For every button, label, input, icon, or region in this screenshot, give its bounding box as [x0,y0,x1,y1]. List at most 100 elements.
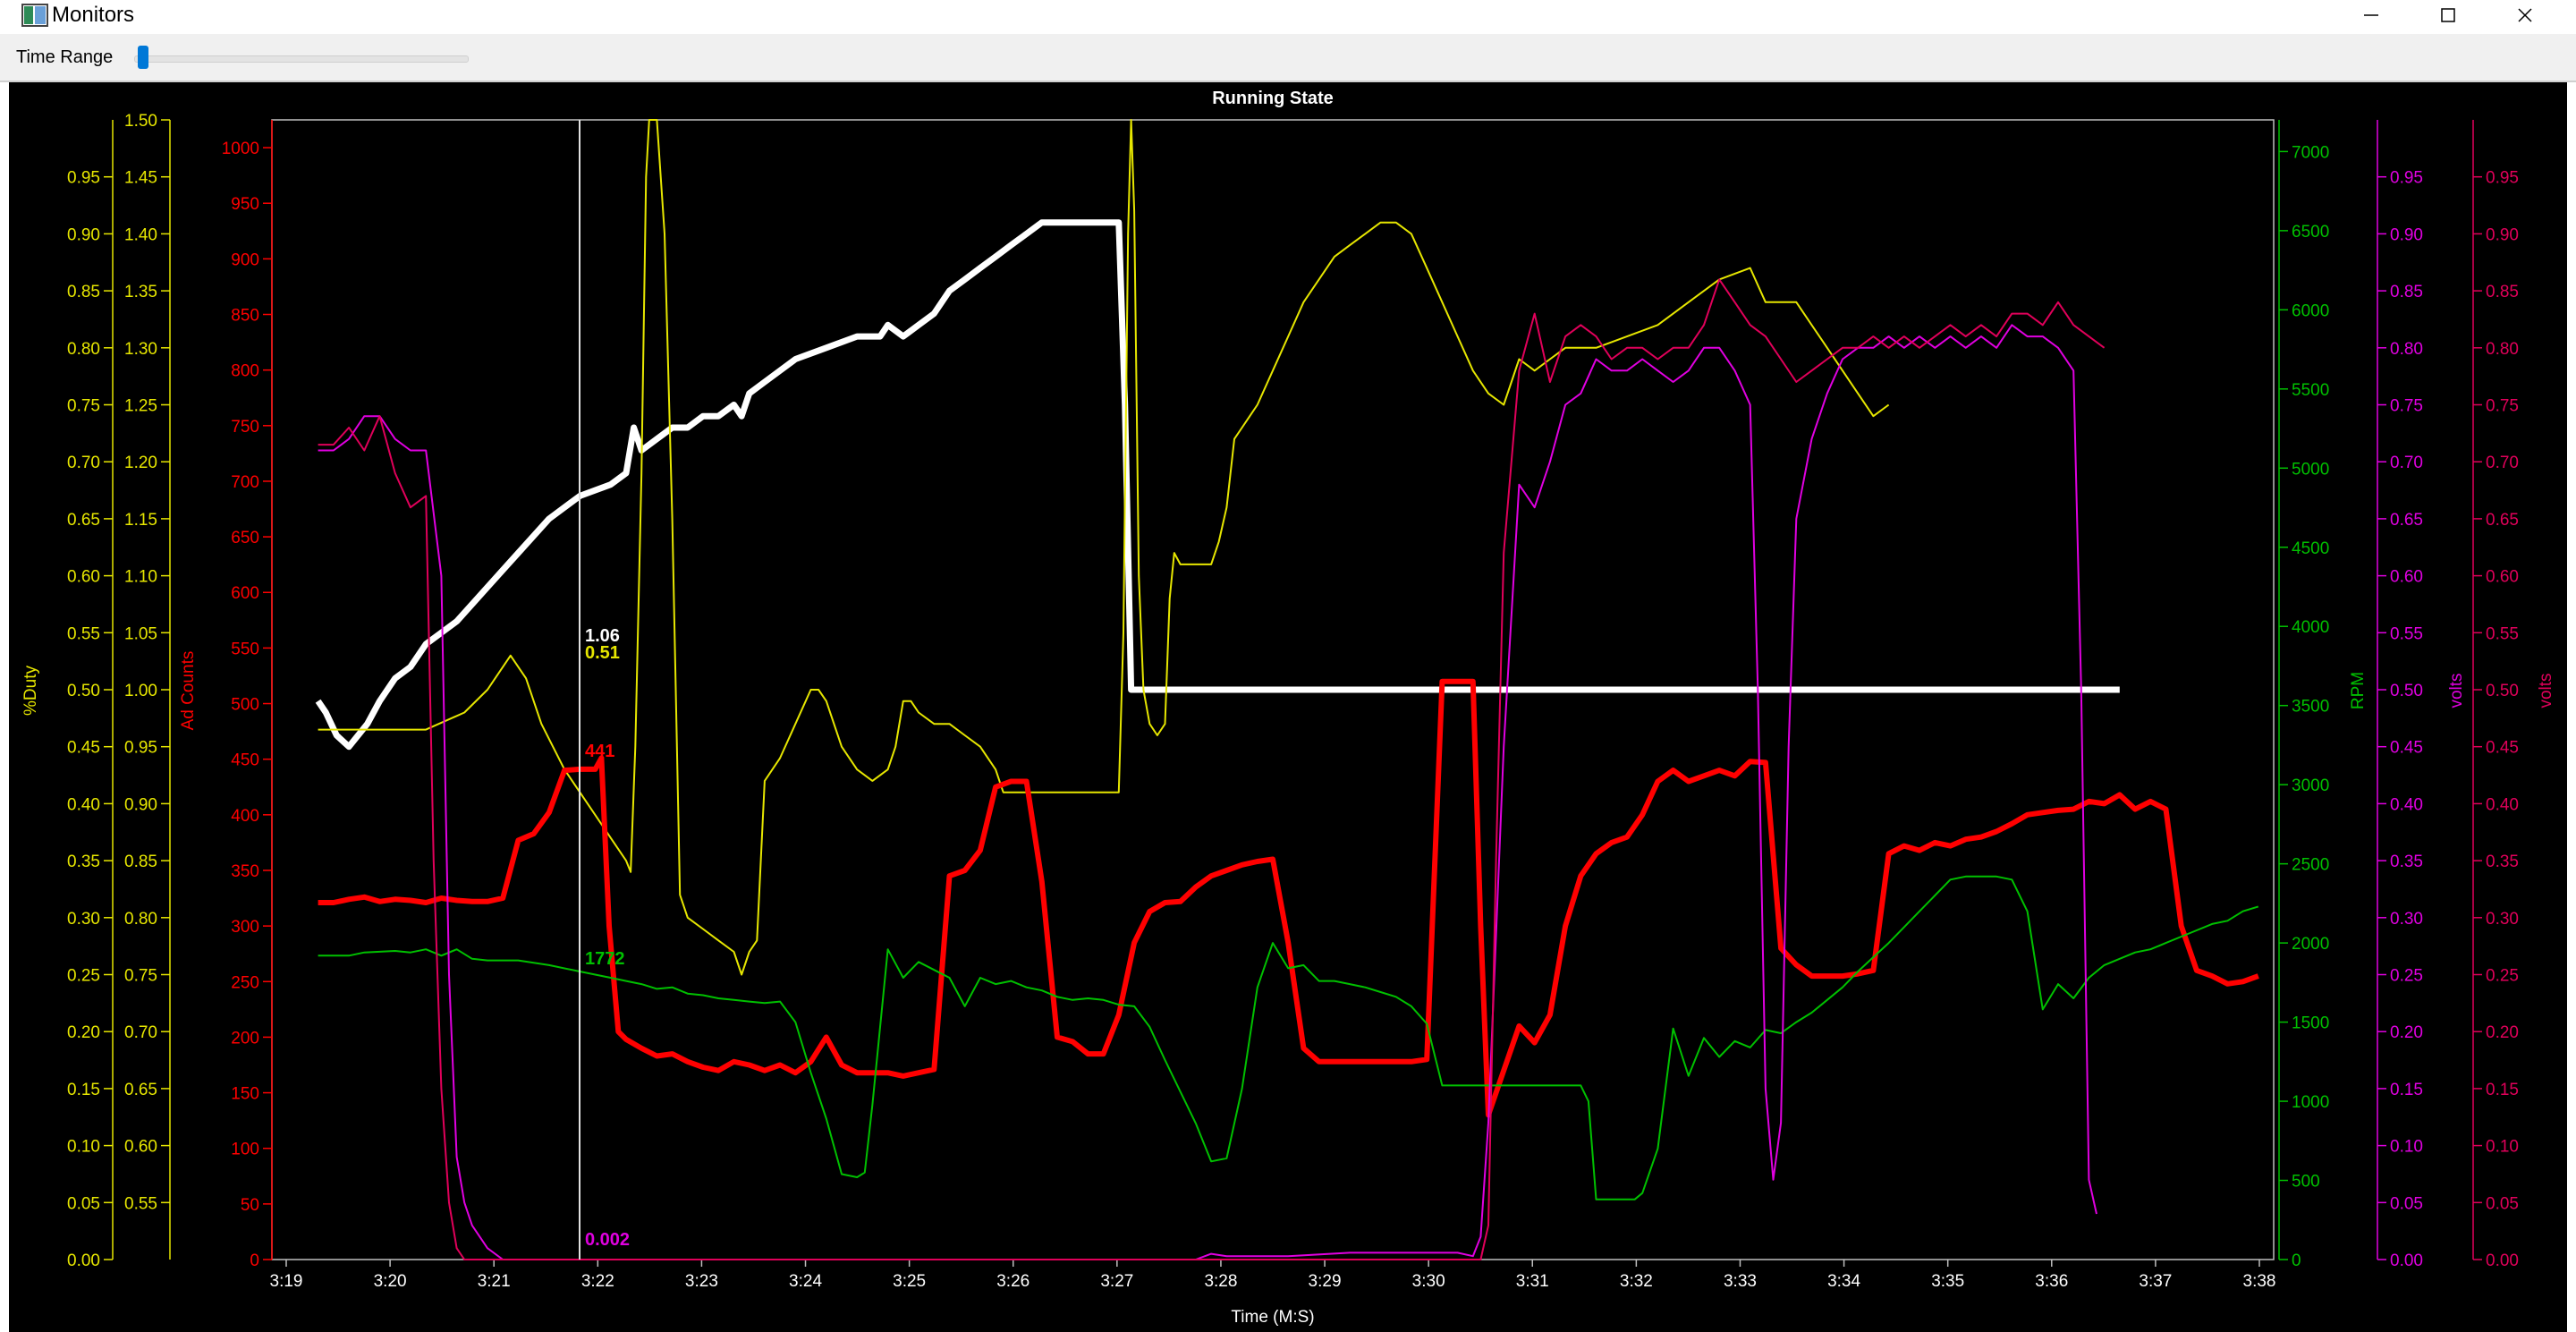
volts2-tick-label: 0.90 [2486,225,2519,244]
white-tick-label: 0.85 [124,853,157,871]
white-series-line [315,219,2120,751]
duty-tick-label: 0.70 [67,454,100,472]
rpm-tick-label: 2000 [2292,935,2329,954]
time-range-slider[interactable] [134,55,469,63]
duty-tick-label: 0.75 [67,397,100,416]
x-tick-label: 3:20 [374,1272,407,1291]
volts2-tick-label: 0.15 [2486,1081,2519,1099]
volts1-tick-label: 0.80 [2390,340,2423,359]
counts-tick-label: 250 [231,973,259,992]
volts1-tick-label: 0.30 [2390,910,2423,929]
duty-tick-label: 0.55 [67,624,100,643]
counts-tick-label: 500 [231,696,259,715]
white-tick-label: 1.50 [124,112,157,131]
x-tick-label: 3:36 [2035,1272,2068,1291]
volts2-tick-label: 0.55 [2486,624,2519,643]
close-icon [2518,8,2532,22]
counts-tick-label: 1000 [222,140,259,158]
volts2-tick-label: 0.35 [2486,853,2519,871]
volts1-tick-label: 0.50 [2390,682,2423,700]
rpm-tick-label: 6500 [2292,223,2329,242]
x-tick-label: 3:25 [893,1272,926,1291]
volts2-series-line [318,278,2106,1260]
volts1-tick-label: 0.35 [2390,853,2423,871]
volts2-tick-label: 0.25 [2486,967,2519,986]
counts-tick-label: 100 [231,1141,259,1159]
x-tick-label: 3:37 [2139,1272,2172,1291]
duty-tick-label: 0.80 [67,340,100,359]
counts-tick-label: 900 [231,250,259,269]
x-tick-label: 3:21 [478,1272,511,1291]
volts2-tick-label: 0.60 [2486,568,2519,587]
minimize-button[interactable] [2333,0,2410,30]
x-tick-label: 3:19 [270,1272,303,1291]
white-tick-label: 1.25 [124,397,157,416]
counts-tick-label: 200 [231,1029,259,1048]
cursor-value-white: 1.06 [585,626,620,646]
white-tick-label: 1.35 [124,283,157,301]
duty-tick-label: 0.05 [67,1194,100,1213]
maximize-button[interactable] [2410,0,2487,30]
chart-title: Running State [1212,89,1334,108]
rpm-series-line [318,875,2259,1200]
volts1-axis-label: volts [2447,673,2466,708]
duty-tick-label: 0.65 [67,511,100,530]
volts1-tick-label: 0.20 [2390,1023,2423,1042]
x-tick-label: 3:23 [685,1272,718,1291]
volts1-tick-label: 0.95 [2390,169,2423,188]
duty-tick-label: 0.90 [67,225,100,244]
rpm-tick-label: 4000 [2292,618,2329,637]
white-tick-label: 0.65 [124,1081,157,1099]
rpm-tick-label: 5500 [2292,381,2329,400]
white-tick-label: 0.95 [124,739,157,758]
volts2-tick-label: 0.50 [2486,682,2519,700]
rpm-tick-label: 0 [2292,1251,2301,1270]
duty-tick-label: 0.60 [67,568,100,587]
counts-tick-label: 300 [231,918,259,937]
volts2-tick-label: 0.45 [2486,739,2519,758]
volts2-tick-label: 0.80 [2486,340,2519,359]
counts-tick-label: 800 [231,362,259,381]
cursor-value-red: 441 [585,742,614,761]
running-state-chart: Running State 0.00 0.05 0.10 0.15 0.20 0.25 0.3… [21,89,2555,1327]
volts1-tick-label: 0.15 [2390,1081,2423,1099]
volts2-tick-label: 0.75 [2486,397,2519,416]
x-tick-label: 3:27 [1100,1272,1133,1291]
volts2-tick-label: 0.05 [2486,1194,2519,1213]
rpm-axis-label: RPM [2349,672,2368,709]
counts-tick-label: 850 [231,307,259,326]
rpm-tick-label: 2500 [2292,856,2329,875]
volts2-tick-label: 0.00 [2486,1251,2519,1270]
counts-tick-label: 550 [231,640,259,658]
counts-tick-label: 400 [231,807,259,826]
volts2-tick-label: 0.85 [2486,283,2519,301]
cursor-value-green: 1772 [585,949,625,969]
rpm-tick-label: 5000 [2292,460,2329,479]
close-button[interactable] [2487,0,2563,30]
white-tick-label: 0.60 [124,1138,157,1157]
time-range-slider-thumb[interactable] [138,46,148,69]
volts1-tick-label: 0.65 [2390,511,2423,530]
x-tick-label: 3:29 [1309,1272,1342,1291]
white-tick-label: 0.80 [124,910,157,929]
volts1-tick-label: 0.70 [2390,454,2423,472]
x-tick-label: 3:34 [1827,1272,1860,1291]
x-tick-label: 3:32 [1620,1272,1653,1291]
counts-tick-label: 350 [231,862,259,881]
volts1-tick-label: 0.00 [2390,1251,2423,1270]
white-tick-label: 1.30 [124,340,157,359]
maximize-icon [2441,8,2455,22]
volts2-tick-label: 0.70 [2486,454,2519,472]
time-range-label: Time Range [16,47,114,67]
volts1-tick-label: 0.85 [2390,283,2423,301]
white-tick-label: 0.55 [124,1194,157,1213]
x-tick-label: 3:24 [789,1272,822,1291]
volts1-tick-label: 0.45 [2390,739,2423,758]
counts-tick-label: 700 [231,473,259,492]
x-tick-label: 3:31 [1516,1272,1549,1291]
white-tick-label: 1.20 [124,454,157,472]
rpm-tick-label: 1500 [2292,1014,2329,1033]
white-tick-label: 0.70 [124,1023,157,1042]
volts2-axis-label: volts [2537,673,2555,708]
x-tick-label: 3:35 [1931,1272,1964,1291]
